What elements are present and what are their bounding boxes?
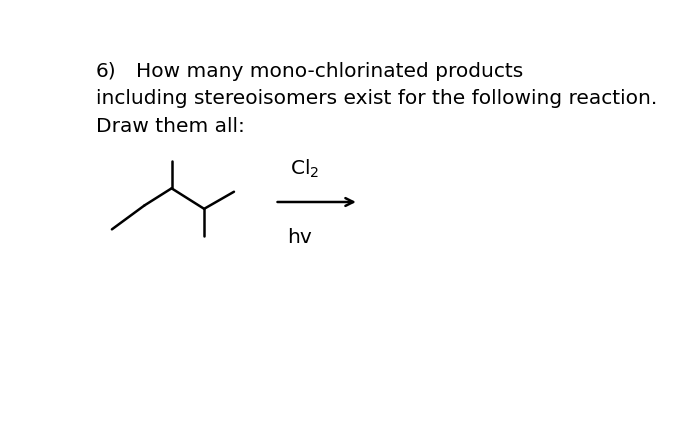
Text: Draw them all:: Draw them all:	[96, 116, 244, 135]
Text: Cl$_2$: Cl$_2$	[290, 158, 319, 180]
Text: How many mono-chlorinated products: How many mono-chlorinated products	[136, 62, 524, 81]
Text: 6): 6)	[96, 62, 116, 81]
Text: hv: hv	[287, 228, 312, 246]
Text: including stereoisomers exist for the following reaction.: including stereoisomers exist for the fo…	[96, 89, 657, 108]
